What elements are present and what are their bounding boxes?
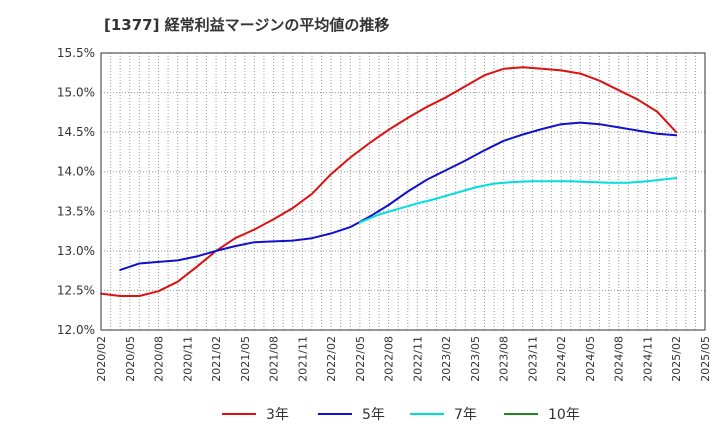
x-tick-label: 2023/02 — [440, 336, 453, 382]
x-tick-label: 2023/08 — [498, 336, 511, 382]
y-tick-label: 15.5% — [57, 46, 95, 60]
y-tick-label: 13.0% — [57, 244, 95, 258]
x-tick-label: 2020/11 — [181, 336, 194, 382]
x-tick-label: 2025/05 — [699, 336, 712, 382]
legend-label: 5年 — [362, 407, 385, 423]
y-tick-label: 14.5% — [57, 125, 95, 139]
y-tick-label: 12.5% — [57, 283, 95, 297]
x-axis-ticks: 2020/02 2020/05 2020/08 2020/11 2021/02 2021/… — [95, 336, 712, 382]
series-line — [119, 121, 678, 271]
x-tick-label: 2023/11 — [526, 336, 539, 382]
legend-label: 7年 — [454, 407, 477, 423]
x-tick-label: 2022/11 — [411, 336, 424, 382]
x-tick-label: 2021/11 — [296, 336, 309, 382]
plot-frame — [100, 52, 706, 331]
x-tick-label: 2020/05 — [124, 336, 137, 382]
x-tick-label: 2022/08 — [383, 336, 396, 382]
series-line — [100, 66, 678, 297]
x-tick-label: 2024/08 — [613, 336, 626, 382]
x-tick-label: 2022/05 — [354, 336, 367, 382]
grid-lines — [101, 53, 705, 330]
series-lines — [100, 66, 678, 297]
y-tick-label: 14.0% — [57, 165, 95, 179]
x-tick-label: 2021/02 — [210, 336, 223, 382]
y-axis-ticks: 12.0% 12.5% 13.0% 13.5% 14.0% 14.5% 15.0% 15.5% — [57, 46, 95, 337]
x-tick-label: 2023/05 — [469, 336, 482, 382]
x-tick-label: 2021/08 — [268, 336, 281, 382]
y-tick-label: 12.0% — [57, 323, 95, 337]
legend-label: 3年 — [266, 407, 289, 423]
x-tick-label: 2020/08 — [153, 336, 166, 382]
legend-label: 10年 — [548, 407, 580, 423]
x-tick-label: 2020/02 — [95, 336, 108, 382]
x-tick-label: 2024/02 — [555, 336, 568, 382]
x-tick-label: 2022/02 — [325, 336, 338, 382]
x-tick-label: 2024/05 — [584, 336, 597, 382]
x-tick-label: 2024/11 — [641, 336, 654, 382]
x-tick-label: 2021/05 — [239, 336, 252, 382]
y-tick-label: 13.5% — [57, 204, 95, 218]
series-line — [358, 177, 678, 224]
plot-area — [101, 53, 705, 330]
legend: 3年 5年 7年 10年 — [222, 407, 580, 423]
y-tick-label: 15.0% — [57, 86, 95, 100]
x-tick-label: 2025/02 — [670, 336, 683, 382]
chart-title: [1377] 経常利益マージンの平均値の推移 — [104, 16, 390, 34]
